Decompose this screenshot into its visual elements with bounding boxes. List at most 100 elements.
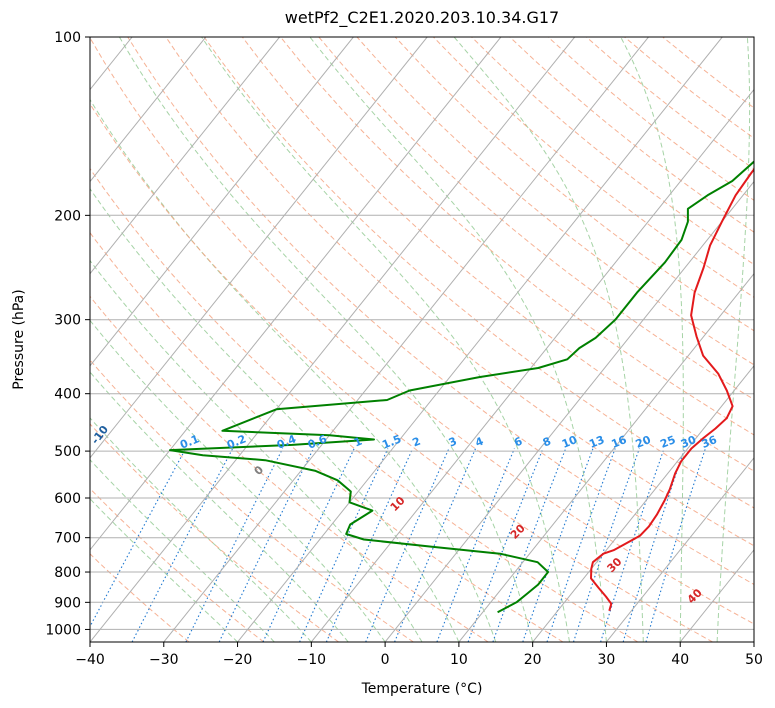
moist-adiabat	[90, 98, 497, 642]
moist-adiabat	[90, 319, 386, 642]
mixing-ratio-line	[262, 448, 355, 642]
mixing-ratio-line	[546, 448, 616, 642]
dry-adiabat	[90, 167, 639, 642]
plot-frame	[89, 36, 755, 643]
dry-adiabat	[433, 37, 754, 298]
mixing-ratio-label: 3	[447, 435, 459, 450]
x-tick-label: −10	[297, 652, 327, 668]
isotherm	[532, 364, 754, 642]
mixing-ratio-label: 16	[609, 433, 628, 451]
x-axis-label: Temperature (°C)	[361, 681, 483, 697]
x-tick-label: −40	[75, 652, 105, 668]
mixing-ratio-label: 25	[658, 433, 677, 451]
moist-adiabat	[90, 498, 238, 642]
moist-adiabat	[453, 37, 644, 642]
isotherm	[0, 37, 58, 642]
y-tick-label: 400	[54, 387, 81, 403]
mixing-ratio-label: 20	[634, 433, 653, 451]
y-tick-label: 500	[54, 444, 81, 460]
isotherm	[90, 37, 502, 551]
mixing-ratio-line	[185, 448, 284, 642]
x-tick-label: 50	[745, 652, 763, 668]
x-tick-label: −20	[223, 652, 253, 668]
dry-adiabat	[90, 553, 190, 642]
dry-adiabat	[90, 37, 754, 625]
dry-adiabat	[90, 487, 265, 642]
dewpoint-profile	[169, 160, 754, 614]
y-tick-label: 300	[54, 313, 81, 329]
x-tick-label: 0	[381, 652, 390, 668]
temperature-profile	[590, 167, 754, 612]
mixing-ratio-line	[394, 448, 477, 642]
mixing-ratio-label: 13	[587, 433, 606, 451]
isotherm	[90, 37, 280, 275]
isotherm	[606, 457, 754, 642]
isotherm	[163, 37, 649, 642]
moist-adiabat-label: 20	[508, 521, 528, 541]
isotherm	[310, 88, 754, 642]
mixing-ratio-line	[467, 448, 544, 642]
isotherm	[458, 272, 754, 642]
dry-adiabat	[241, 37, 754, 472]
moist-adiabat	[90, 371, 349, 642]
mixing-ratio-label: 6	[512, 434, 524, 449]
y-tick-label: 600	[54, 491, 81, 507]
y-tick-label: 700	[54, 531, 81, 547]
mixing-ratio-label: 36	[700, 433, 719, 451]
dry-adiabat	[90, 295, 489, 642]
moist-adiabat	[118, 37, 534, 642]
dry-adiabat	[280, 37, 754, 436]
moist-adiabat	[90, 187, 460, 642]
mixing-ratio-line	[622, 448, 686, 642]
y-axis-label: Pressure (hPa)	[11, 289, 27, 389]
chart-title: wetPf2_C2E1.2020.203.10.34.G17	[284, 8, 560, 27]
mixing-ratio-line	[131, 448, 234, 642]
mixing-ratio-line	[299, 448, 389, 642]
x-tick-label: 10	[450, 652, 468, 668]
dry-adiabat	[127, 37, 754, 586]
isotherm	[384, 180, 754, 642]
dry-adiabat	[90, 423, 339, 642]
mixing-ratio-label: 30	[679, 433, 698, 451]
mixing-ratio-label: 10	[560, 433, 579, 451]
isotherm	[753, 641, 754, 642]
y-tick-label: 900	[54, 595, 81, 611]
mixing-ratio-label: 8	[541, 435, 553, 450]
mixing-ratio-line	[600, 448, 665, 642]
moist-adiabat-label: 0	[252, 463, 267, 478]
mixing-ratio-line	[645, 448, 706, 642]
plot-area: -100-90-80-70-60-50-40-30-20-100.10.20.4…	[0, 37, 754, 642]
isotherm	[90, 37, 576, 642]
moist-adiabat	[309, 37, 607, 642]
mixing-ratio-label: 4	[473, 434, 485, 449]
y-tick-label: 1000	[45, 622, 81, 638]
y-tick-label: 200	[54, 208, 81, 224]
mixing-ratio-line	[436, 448, 515, 642]
dry-adiabat	[318, 37, 754, 401]
dry-adiabat	[90, 103, 713, 642]
moist-adiabat	[201, 37, 571, 642]
y-tick-label: 800	[54, 565, 81, 581]
isotherm	[90, 37, 207, 183]
x-tick-label: 20	[524, 652, 542, 668]
x-tick-label: −30	[149, 652, 179, 668]
moist-adiabat	[90, 459, 275, 642]
isotherm	[90, 37, 428, 459]
mixing-ratio-label: 1.5	[380, 432, 403, 451]
dry-adiabat-label: -20	[12, 403, 35, 427]
dry-adiabat	[394, 37, 754, 332]
moist-adiabat	[620, 37, 684, 642]
x-tick-label: 40	[671, 652, 689, 668]
dry-adiabat	[356, 37, 754, 366]
dry-adiabat	[509, 37, 754, 233]
moist-adiabat-label: 40	[685, 586, 705, 606]
mixing-ratio-label: 1	[352, 435, 364, 450]
mixing-ratio-line	[365, 448, 450, 642]
mixing-ratio-line	[522, 448, 594, 642]
x-tick-label: 30	[598, 652, 616, 668]
moist-adiabat	[90, 259, 423, 642]
moist-adiabat-label: 10	[388, 494, 408, 514]
mixing-ratio-line	[572, 448, 640, 642]
mixing-ratio-label: 2	[411, 435, 423, 450]
